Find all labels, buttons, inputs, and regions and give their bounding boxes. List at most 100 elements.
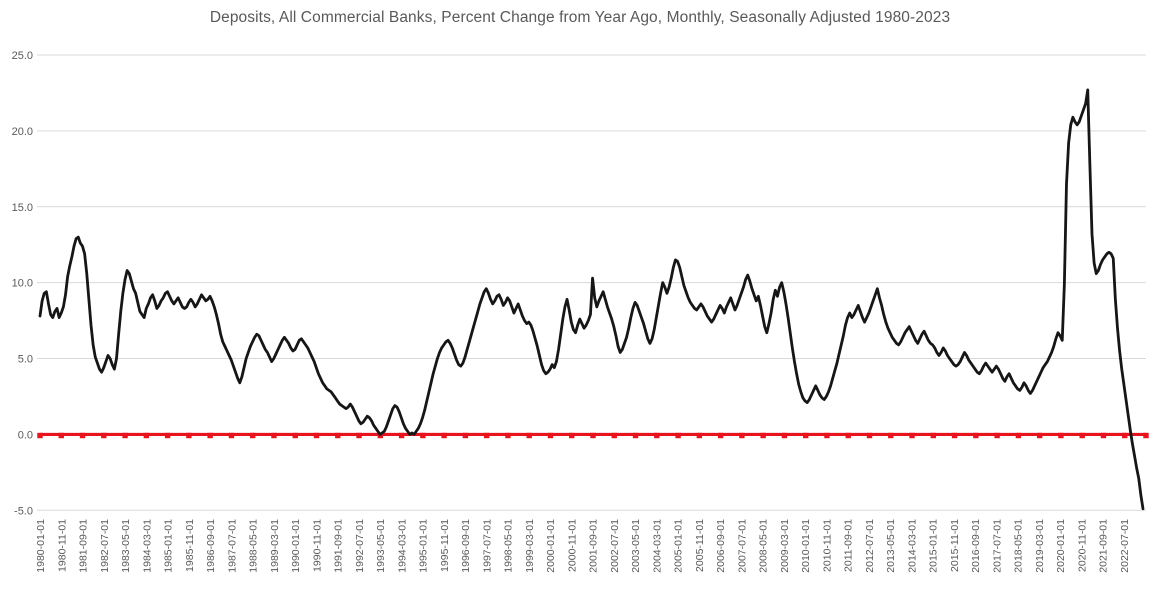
zero-line-marker bbox=[420, 432, 426, 439]
zero-line-marker bbox=[866, 432, 873, 439]
y-tick-label: 15.0 bbox=[12, 202, 33, 214]
x-tick-label: 2011-09-01 bbox=[843, 519, 855, 572]
y-tick-label: 25.0 bbox=[12, 50, 33, 62]
zero-line-marker bbox=[930, 432, 937, 439]
x-tick-label: 2008-05-01 bbox=[758, 519, 770, 573]
zero-line-marker bbox=[1079, 432, 1085, 439]
deposits-line bbox=[38, 88, 1145, 511]
zero-line-marker bbox=[313, 432, 320, 439]
x-tick-label: 1989-03-01 bbox=[269, 519, 281, 573]
x-tick-label: 1995-11-01 bbox=[439, 519, 451, 572]
y-tick-label: 0.0 bbox=[18, 429, 33, 441]
x-tick-label: 2003-05-01 bbox=[630, 519, 642, 573]
y-tick-label: 5.0 bbox=[18, 354, 33, 366]
zero-line-marker bbox=[696, 432, 703, 439]
zero-line-marker bbox=[590, 432, 596, 439]
x-tick-label: 2017-07-01 bbox=[991, 519, 1003, 573]
x-tick-label: 1990-01-01 bbox=[290, 519, 302, 573]
x-tick-label: 2000-11-01 bbox=[566, 519, 578, 572]
zero-line-marker bbox=[249, 432, 256, 439]
x-tick-label: 1994-03-01 bbox=[396, 519, 408, 573]
x-tick-label: 2006-09-01 bbox=[715, 519, 727, 573]
zero-line-marker bbox=[888, 432, 894, 439]
x-tick-label: 1980-01-01 bbox=[35, 519, 47, 573]
zero-line-marker bbox=[632, 432, 639, 439]
x-tick-label: 2002-07-01 bbox=[609, 519, 621, 573]
zero-line-marker bbox=[143, 432, 150, 439]
zero-line-marker bbox=[483, 432, 490, 439]
x-tick-label: 2020-11-01 bbox=[1076, 519, 1088, 572]
x-tick-label: 2005-11-01 bbox=[694, 519, 706, 572]
zero-line-marker bbox=[292, 432, 298, 439]
chart-title: Deposits, All Commercial Banks, Percent … bbox=[209, 9, 951, 26]
x-tick-label: 1982-07-01 bbox=[99, 519, 111, 573]
zero-line-marker bbox=[271, 432, 277, 439]
zero-line-marker bbox=[79, 432, 86, 439]
zero-line-marker bbox=[760, 432, 766, 439]
zero-line-marker bbox=[739, 432, 745, 439]
zero-line-marker bbox=[569, 432, 575, 439]
x-tick-label: 2010-01-01 bbox=[800, 519, 812, 573]
zero-line-marker bbox=[398, 432, 405, 439]
zero-line-marker bbox=[186, 432, 192, 439]
x-tick-label: 1984-03-01 bbox=[141, 519, 153, 573]
x-tick-label: 2012-07-01 bbox=[864, 519, 876, 573]
x-tick-label: 1990-11-01 bbox=[311, 519, 323, 572]
zero-line-marker bbox=[1143, 432, 1149, 439]
x-tick-label: 1983-05-01 bbox=[120, 519, 132, 573]
x-tick-label: 1996-09-01 bbox=[460, 519, 472, 573]
zero-line-marker bbox=[802, 432, 809, 439]
zero-line-marker bbox=[1058, 432, 1064, 439]
x-tick-label: 1987-07-01 bbox=[226, 519, 238, 573]
zero-line-marker bbox=[164, 432, 171, 439]
x-tick-label: 1985-11-01 bbox=[184, 519, 196, 572]
zero-line-marker bbox=[58, 432, 64, 439]
x-tick-label: 2022-07-01 bbox=[1119, 519, 1131, 573]
x-tick-label: 2018-05-01 bbox=[1013, 519, 1025, 573]
zero-line-marker bbox=[994, 432, 1000, 439]
zero-line-marker bbox=[675, 432, 681, 439]
zero-line-marker bbox=[1036, 432, 1043, 439]
zero-line-marker bbox=[335, 432, 341, 439]
zero-line-marker bbox=[441, 432, 447, 439]
x-tick-label: 2010-11-01 bbox=[821, 519, 833, 572]
zero-line-marker bbox=[505, 432, 511, 439]
zero-line-marker bbox=[951, 432, 958, 439]
x-tick-label: 1988-05-01 bbox=[248, 519, 260, 573]
zero-line-marker bbox=[717, 432, 724, 439]
zero-line-marker bbox=[824, 432, 830, 439]
x-tick-label: 2013-05-01 bbox=[885, 519, 897, 573]
x-tick-label: 2009-03-01 bbox=[779, 519, 791, 573]
y-tick-label: -5.0 bbox=[14, 505, 33, 517]
x-tick-label: 1992-07-01 bbox=[354, 519, 366, 573]
x-tick-label: 2015-01-01 bbox=[928, 519, 940, 573]
x-tick-label: 2016-09-01 bbox=[970, 519, 982, 573]
zero-line-marker bbox=[37, 432, 43, 439]
x-tick-label: 2019-03-01 bbox=[1034, 519, 1046, 573]
zero-line-marker bbox=[228, 432, 235, 439]
zero-line-marker bbox=[462, 432, 469, 439]
zero-line-marker bbox=[611, 432, 617, 439]
zero-line-marker bbox=[526, 432, 532, 439]
x-tick-label: 1991-09-01 bbox=[333, 519, 345, 573]
x-tick-label: 1981-09-01 bbox=[78, 519, 90, 573]
x-tick-label: 2001-09-01 bbox=[588, 519, 600, 573]
zero-line-marker bbox=[654, 432, 660, 439]
x-tick-label: 1985-01-01 bbox=[163, 519, 175, 573]
zero-line-marker bbox=[909, 432, 915, 439]
x-tick-label: 1986-09-01 bbox=[205, 519, 217, 573]
x-tick-label: 1980-11-01 bbox=[56, 519, 68, 572]
x-tick-label: 2014-03-01 bbox=[906, 519, 918, 573]
zero-line-marker bbox=[781, 432, 788, 439]
x-tick-label: 1998-05-01 bbox=[503, 519, 515, 573]
zero-line-marker bbox=[1122, 432, 1128, 439]
x-tick-label: 2020-01-01 bbox=[1055, 519, 1067, 573]
zero-line-marker bbox=[1015, 432, 1022, 439]
zero-line-marker bbox=[122, 432, 128, 439]
x-tick-label: 2004-03-01 bbox=[651, 519, 663, 573]
y-tick-label: 20.0 bbox=[12, 126, 33, 138]
x-tick-label: 2007-07-01 bbox=[736, 519, 748, 573]
y-tick-label: 10.0 bbox=[12, 278, 33, 290]
